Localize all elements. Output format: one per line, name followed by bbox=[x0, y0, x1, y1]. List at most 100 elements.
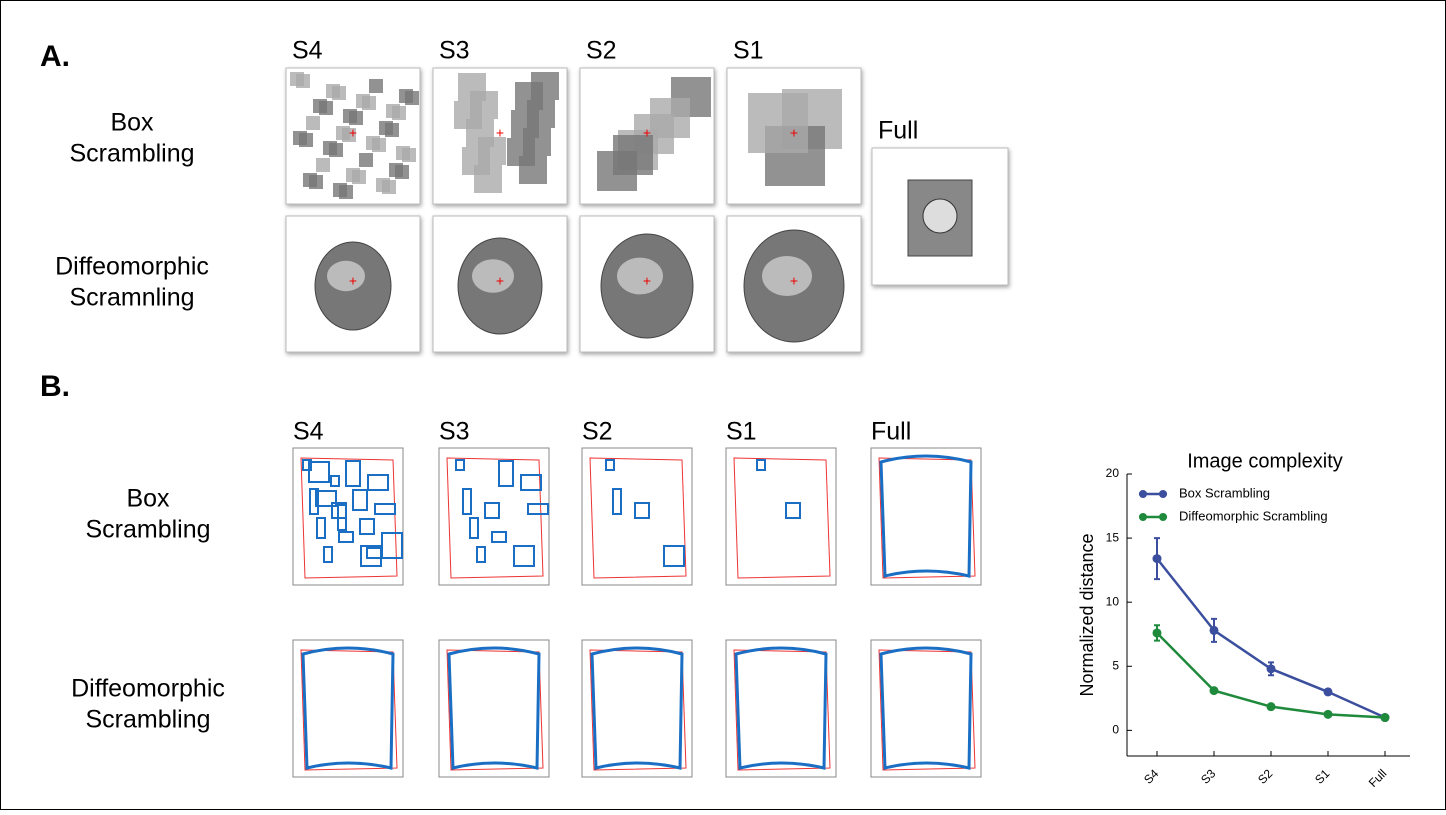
edge-outline bbox=[316, 517, 326, 539]
edge-outline bbox=[367, 474, 389, 491]
point bbox=[1266, 702, 1276, 712]
edge-outline bbox=[462, 488, 472, 515]
edge-outline bbox=[527, 503, 549, 515]
legend-marker bbox=[1159, 513, 1167, 521]
edge-outline bbox=[498, 460, 514, 487]
edge-outline bbox=[337, 504, 347, 531]
image-patch bbox=[527, 100, 555, 128]
column-label: S4 bbox=[293, 418, 324, 446]
warped-object bbox=[617, 257, 663, 295]
outline-frame bbox=[292, 639, 404, 778]
fixation-cross: + bbox=[496, 125, 504, 141]
panel-label: B. bbox=[40, 370, 70, 403]
image-patch bbox=[470, 91, 498, 119]
outline-frame bbox=[438, 639, 550, 778]
image-patch bbox=[332, 86, 346, 100]
column-label: S2 bbox=[586, 37, 617, 65]
convex-hull bbox=[589, 649, 687, 771]
convex-hull bbox=[733, 457, 831, 579]
fixation-cross: + bbox=[643, 273, 651, 289]
edge-outline bbox=[612, 488, 622, 515]
row-label: Scrambling bbox=[69, 140, 194, 168]
image-patch bbox=[296, 74, 310, 88]
edge-outline bbox=[308, 461, 330, 483]
y-tick-label: 0 bbox=[1112, 723, 1119, 737]
image-patch bbox=[474, 165, 502, 193]
image-patch bbox=[382, 180, 396, 194]
row-label: Scrambling bbox=[85, 706, 210, 734]
column-label: S3 bbox=[439, 418, 470, 446]
image-patch bbox=[359, 153, 373, 167]
edge-outline bbox=[663, 545, 685, 567]
image-patch bbox=[392, 106, 406, 120]
row-label: Scrambling bbox=[85, 516, 210, 544]
edge-outline bbox=[345, 460, 361, 487]
point bbox=[1380, 713, 1390, 723]
edge-outline bbox=[734, 646, 828, 770]
edge-outline bbox=[605, 459, 615, 471]
legend-label: Diffeomorphic Scrambling bbox=[1179, 508, 1328, 523]
image-patch bbox=[385, 123, 399, 137]
point bbox=[1209, 686, 1219, 696]
edge-outline bbox=[309, 488, 319, 515]
image-patch bbox=[395, 165, 409, 179]
point bbox=[1266, 664, 1276, 674]
column-label: Full bbox=[871, 418, 911, 446]
image-patch bbox=[478, 137, 506, 165]
row-label: Diffeomorphic bbox=[55, 253, 209, 281]
convex-hull bbox=[446, 649, 544, 771]
legend-marker bbox=[1139, 513, 1147, 521]
warped-object bbox=[327, 260, 365, 292]
edge-outline bbox=[513, 545, 535, 567]
edge-outline bbox=[338, 531, 354, 543]
column-label: Full bbox=[878, 117, 918, 145]
fixation-cross: + bbox=[790, 273, 798, 289]
warped-object bbox=[762, 256, 812, 296]
convex-hull bbox=[300, 649, 398, 771]
outline-frame bbox=[581, 447, 693, 586]
edge-outline bbox=[491, 531, 507, 543]
edge-outline bbox=[590, 646, 684, 770]
edge-outline bbox=[447, 646, 541, 770]
fixation-cross: + bbox=[790, 125, 798, 141]
fixation-cross: + bbox=[349, 273, 357, 289]
image-patch bbox=[748, 93, 808, 153]
edge-outline bbox=[484, 502, 500, 519]
y-tick-label: 20 bbox=[1106, 466, 1120, 480]
fixation-cross: + bbox=[496, 273, 504, 289]
image-patch bbox=[531, 72, 559, 100]
point bbox=[1323, 687, 1333, 697]
outline-frame bbox=[870, 447, 982, 586]
edge-outline bbox=[469, 517, 479, 539]
image-patch bbox=[339, 185, 353, 199]
convex-hull bbox=[878, 457, 976, 579]
edge-outline bbox=[879, 646, 973, 770]
legend-marker bbox=[1159, 490, 1167, 498]
image-patch bbox=[342, 128, 356, 142]
image-patch bbox=[309, 175, 323, 189]
row-label: Box bbox=[126, 485, 170, 513]
edge-outline bbox=[302, 459, 312, 471]
image-patch bbox=[299, 133, 313, 147]
edge-outline bbox=[756, 459, 766, 471]
legend-label: Box Scrambling bbox=[1179, 485, 1270, 500]
edge-outline bbox=[476, 546, 486, 563]
outline-frame bbox=[725, 639, 837, 778]
image-patch bbox=[402, 148, 416, 162]
image-patch bbox=[306, 116, 320, 130]
point bbox=[1152, 554, 1162, 564]
convex-hull bbox=[878, 649, 976, 771]
column-label: S4 bbox=[292, 37, 323, 65]
outline-frame bbox=[870, 639, 982, 778]
image-patch bbox=[362, 96, 376, 110]
chart-title: Image complexity bbox=[1187, 450, 1343, 472]
y-tick-label: 15 bbox=[1106, 530, 1120, 544]
row-label: Box bbox=[110, 109, 154, 137]
image-patch bbox=[405, 91, 419, 105]
edge-outline bbox=[374, 503, 396, 515]
edge-outline bbox=[352, 489, 368, 511]
edge-outline bbox=[315, 490, 337, 507]
image-patch bbox=[613, 135, 653, 175]
